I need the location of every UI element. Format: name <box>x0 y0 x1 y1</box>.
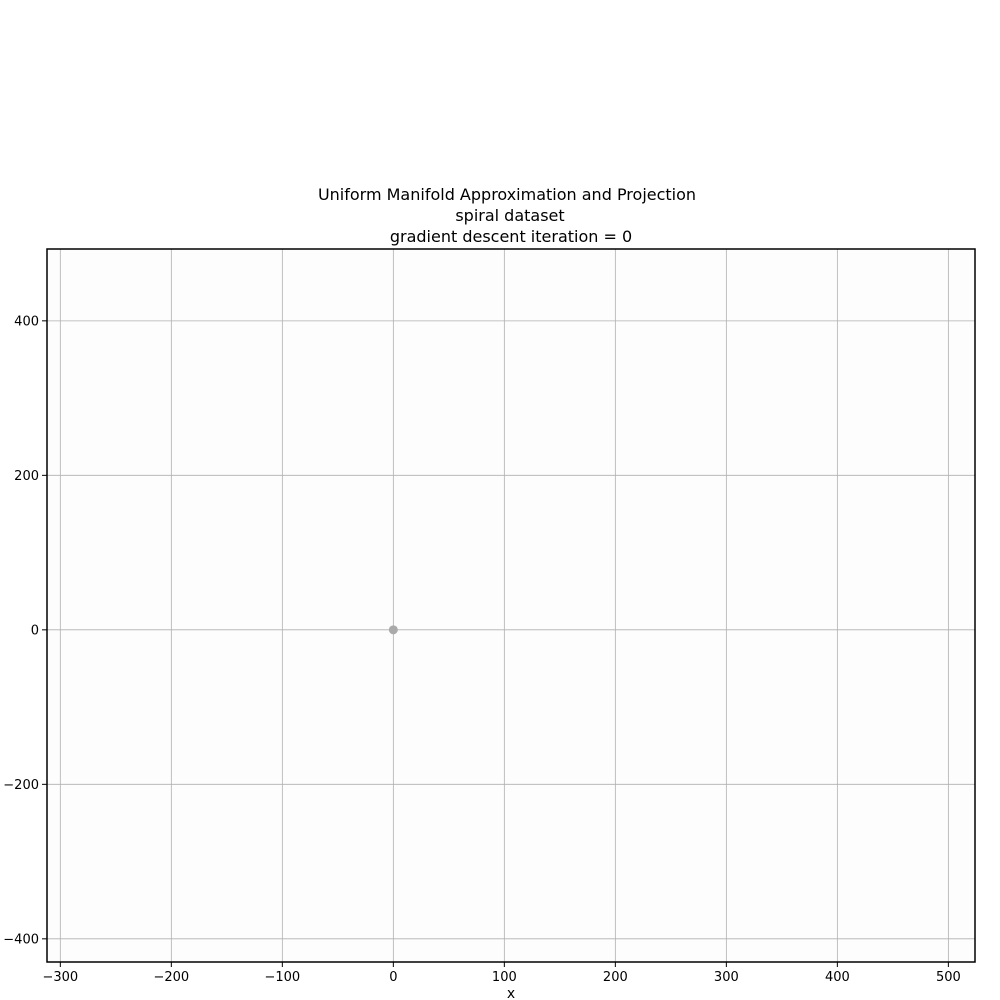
x-tick-label: −300 <box>42 970 78 985</box>
y-tick-label: 0 <box>31 623 39 638</box>
plot-frame <box>46 248 976 963</box>
data-point <box>388 625 398 635</box>
x-tick-label: −100 <box>264 970 300 985</box>
x-ticks: −300 −200 −100 0 100 200 300 400 500 <box>42 962 961 985</box>
chart-title-line-3: gradient descent iteration = 0 <box>390 227 632 246</box>
chart-title-line-2: spiral dataset <box>455 206 564 225</box>
y-ticks: −400 −200 0 200 400 <box>3 314 47 947</box>
y-tick-label: −400 <box>3 932 39 947</box>
x-tick-label: 200 <box>603 970 628 985</box>
x-axis-label: x <box>507 986 515 1000</box>
data-points <box>388 625 398 635</box>
plot-area <box>47 249 975 962</box>
x-tick-label: 400 <box>825 970 850 985</box>
chart-title-line-1: Uniform Manifold Approximation and Proje… <box>318 185 696 204</box>
y-tick-label: 200 <box>14 469 39 484</box>
grid <box>47 249 975 962</box>
x-tick-label: 0 <box>389 970 397 985</box>
y-tick-label: −200 <box>3 778 39 793</box>
x-tick-label: 300 <box>714 970 739 985</box>
x-tick-label: −200 <box>153 970 189 985</box>
x-tick-label: 100 <box>492 970 517 985</box>
y-tick-label: 400 <box>14 314 39 329</box>
x-tick-label: 500 <box>936 970 961 985</box>
